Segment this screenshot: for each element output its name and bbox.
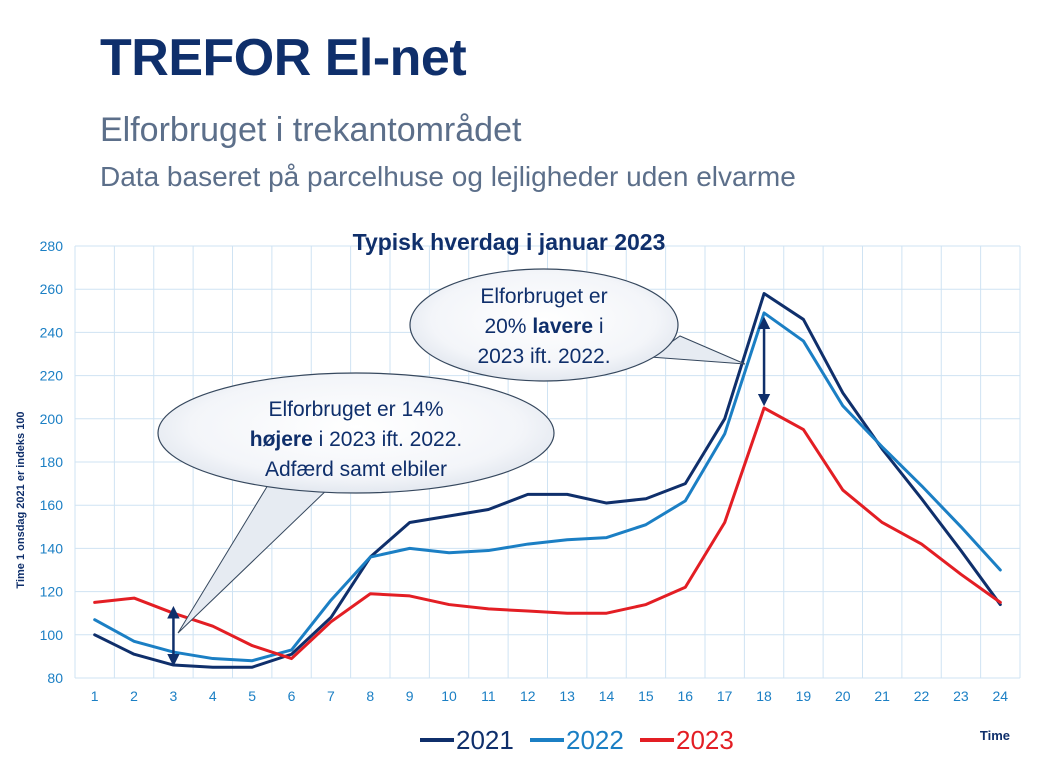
x-tick-label: 4 <box>209 688 217 704</box>
x-tick-label: 6 <box>288 688 296 704</box>
x-tick-label: 11 <box>481 688 496 704</box>
x-tick-label: 12 <box>520 688 536 704</box>
series-line-2022 <box>93 311 1002 663</box>
page-subtitle: Elforbruget i trekantområdet <box>100 111 522 149</box>
x-tick-label: 9 <box>406 688 414 704</box>
callout-left-text: Elforbruget er 14% <box>268 398 443 421</box>
page-subtitle-secondary: Data baseret på parcelhuse og lejlighede… <box>100 161 796 192</box>
y-tick-label: 200 <box>40 411 64 427</box>
x-tick-label: 21 <box>874 688 890 704</box>
series-line-2021 <box>93 292 1002 669</box>
x-axis-label: Time <box>980 728 1010 743</box>
callout-left-line: Adfærd samt elbiler <box>265 458 447 481</box>
callout-right-bubble <box>409 268 679 382</box>
x-tick-label: 8 <box>366 688 374 704</box>
x-tick-label: 15 <box>638 688 654 704</box>
chart-title: Typisk hverdag i januar 2023 <box>353 229 666 255</box>
x-tick-label: 16 <box>678 688 694 704</box>
series-line-2023 <box>93 406 1002 661</box>
legend-label-2022: 2022 <box>566 725 624 755</box>
y-tick-label: 160 <box>40 497 64 513</box>
y-tick-label: 120 <box>40 584 64 600</box>
callout-left-line: Elforbruget er 14% <box>268 398 443 421</box>
callout-left-text: i 2023 ift. 2022. <box>313 428 462 451</box>
callout-left-line: højere i 2023 ift. 2022. <box>250 428 462 451</box>
y-axis-label: Time 1 onsdag 2021 er indeks 100 <box>15 411 27 588</box>
x-tick-label: 7 <box>327 688 335 704</box>
x-tick-label: 20 <box>835 688 851 704</box>
x-tick-label: 22 <box>914 688 930 704</box>
x-tick-label: 19 <box>796 688 812 704</box>
x-tick-label: 5 <box>248 688 256 704</box>
y-tick-label: 180 <box>40 454 64 470</box>
callout-right-text: 2023 ift. 2022. <box>477 345 610 368</box>
callout-right-text: 20% <box>484 315 532 338</box>
callout-right-text: lavere <box>532 315 593 338</box>
x-tick-label: 23 <box>953 688 969 704</box>
x-tick-label: 14 <box>599 688 615 704</box>
callout-right-line: 20% lavere i <box>484 315 603 338</box>
y-tick-label: 280 <box>40 238 64 254</box>
y-tick-label: 260 <box>40 281 64 297</box>
callout-right-text: i <box>593 315 604 338</box>
x-tick-label: 13 <box>559 688 575 704</box>
callout-left-tail <box>177 484 334 634</box>
x-tick-label: 24 <box>993 688 1009 704</box>
callout-right-line: 2023 ift. 2022. <box>477 345 610 368</box>
x-tick-label: 1 <box>91 688 99 704</box>
x-tick-label: 3 <box>170 688 178 704</box>
x-tick-label: 17 <box>717 688 733 704</box>
y-tick-label: 140 <box>40 540 64 556</box>
y-tick-label: 220 <box>40 368 64 384</box>
y-tick-label: 240 <box>40 324 64 340</box>
page-title: TREFOR El-net <box>100 29 467 87</box>
x-tick-label: 18 <box>756 688 772 704</box>
legend-label-2021: 2021 <box>456 725 514 755</box>
callout-right-text: Elforbruget er <box>480 285 607 308</box>
y-tick-label: 80 <box>47 670 63 686</box>
callout-left-text: Adfærd samt elbiler <box>265 458 447 481</box>
callout-right-line: Elforbruget er <box>480 285 607 308</box>
callout-left-text: højere <box>250 428 313 451</box>
x-tick-label: 2 <box>130 688 138 704</box>
callout-left-bubble <box>157 372 555 494</box>
legend-label-2023: 2023 <box>676 725 734 755</box>
x-tick-label: 10 <box>441 688 457 704</box>
y-tick-label: 100 <box>40 627 64 643</box>
